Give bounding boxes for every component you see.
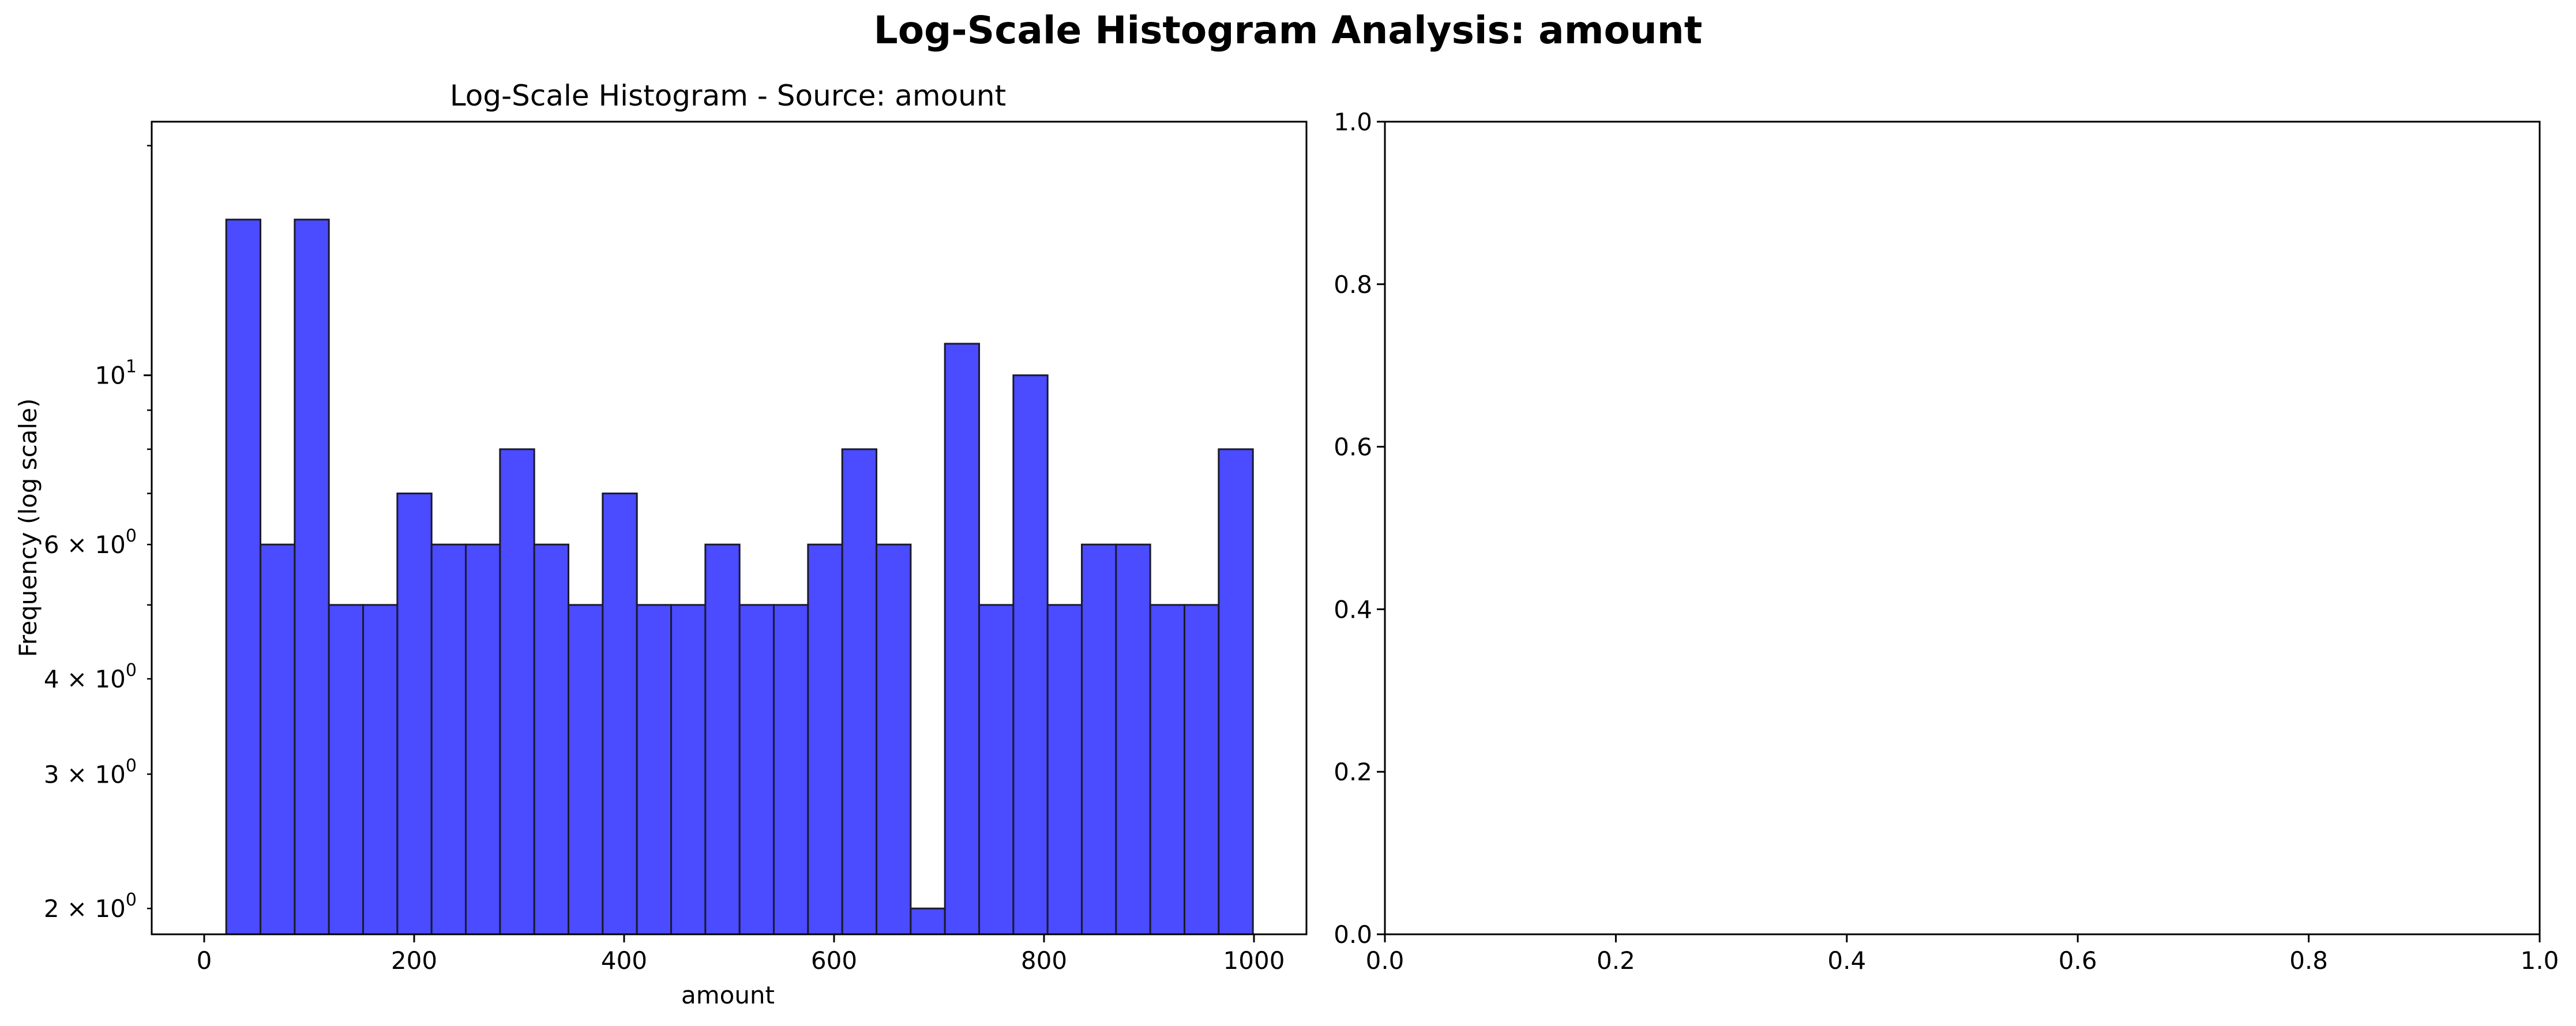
histogram-x-tick-label: 0	[197, 946, 212, 975]
histogram-bar	[568, 604, 604, 935]
histogram-bar	[1081, 543, 1117, 935]
histogram-x-tick-label: 200	[391, 946, 437, 975]
histogram-axes: Log-Scale Histogram - Source: amount 101…	[14, 79, 1308, 1009]
histogram-y-tick-label: 6 × 100	[44, 526, 137, 559]
histogram-y-tick-label: 2 × 100	[44, 890, 137, 923]
histogram-bar	[1149, 604, 1186, 935]
empty-axes-x-tick-label: 0.4	[1827, 946, 1866, 975]
figure-suptitle: Log-Scale Histogram Analysis: amount	[874, 8, 1703, 52]
histogram-x-tick-label: 1000	[1223, 946, 1285, 975]
histogram-bar	[1218, 448, 1254, 935]
empty-axes-y-tick-label: 0.4	[1334, 595, 1372, 623]
empty-axes-y-tick-label: 0.2	[1334, 758, 1372, 786]
histogram-x-tick-label: 400	[601, 946, 647, 975]
empty-axes-x-ticks: 0.0 0.2 0.4 0.6 0.8 1.0	[1366, 934, 2559, 975]
empty-axes-y-tick-label: 1.0	[1334, 108, 1372, 136]
histogram-bar	[978, 604, 1015, 935]
histogram-bar	[704, 543, 741, 935]
histogram-y-tick-label: 3 × 100	[44, 756, 137, 788]
histogram-bar	[260, 543, 296, 935]
histogram-bar	[430, 543, 467, 935]
empty-axes-y-tick-label: 0.6	[1334, 433, 1372, 461]
histogram-bar	[841, 448, 878, 935]
empty-axes-y-ticks: 0.0 0.2 0.4 0.6 0.8 1.0	[1334, 108, 1385, 949]
histogram-bar	[1012, 374, 1049, 935]
histogram-bar	[294, 219, 330, 935]
histogram-bar	[807, 543, 843, 935]
empty-axes-y-tick-label: 0.8	[1334, 270, 1372, 299]
histogram-y-axis-label: Frequency (log scale)	[14, 399, 42, 657]
histogram-bar	[944, 343, 981, 935]
empty-axes-x-tick-label: 0.8	[2289, 946, 2328, 975]
histogram-x-tick-label: 600	[811, 946, 857, 975]
empty-axes-y-tick-label: 0.0	[1334, 920, 1372, 949]
histogram-bar	[773, 604, 809, 935]
histogram-bar	[465, 543, 501, 935]
histogram-bar	[636, 604, 673, 935]
histogram-bar	[499, 448, 535, 935]
histogram-bar	[1046, 604, 1083, 935]
histogram-bar	[396, 493, 433, 935]
empty-axes-x-tick-label: 1.0	[2521, 946, 2559, 975]
histogram-bar	[362, 604, 399, 935]
empty-axes-x-tick-label: 0.6	[2059, 946, 2097, 975]
histogram-bar	[225, 219, 262, 935]
histogram-y-tick-label: 101	[95, 357, 137, 390]
histogram-bar	[328, 604, 365, 935]
histogram-bar	[1115, 543, 1151, 935]
empty-axes: 0.0 0.2 0.4 0.6 0.8 1.0 0.0 0.2 0.4 0.6 0.8 1.0	[1334, 108, 2559, 975]
empty-axes-x-tick-label: 0.0	[1366, 946, 1405, 975]
histogram-bar	[1184, 604, 1220, 935]
histogram-bars	[225, 219, 1254, 935]
histogram-title: Log-Scale Histogram - Source: amount	[450, 79, 1006, 112]
histogram-y-tick-label: 4 × 100	[44, 660, 137, 693]
histogram-bar	[910, 907, 946, 935]
empty-axes-frame	[1384, 121, 2541, 935]
histogram-x-ticks: 0 200 400 600 800 1000	[197, 934, 1285, 975]
histogram-bar	[876, 543, 912, 935]
histogram-axes-frame	[151, 121, 1308, 935]
histogram-y-ticks: 101 2 × 100 3 × 100 4 × 100 6 × 100	[44, 145, 152, 923]
histogram-bar	[533, 543, 570, 935]
histogram-x-tick-label: 800	[1021, 946, 1067, 975]
empty-axes-x-tick-label: 0.2	[1597, 946, 1635, 975]
histogram-bar	[602, 493, 638, 935]
histogram-bar	[738, 604, 775, 935]
histogram-bar	[670, 604, 707, 935]
histogram-x-axis-label: amount	[681, 981, 775, 1009]
